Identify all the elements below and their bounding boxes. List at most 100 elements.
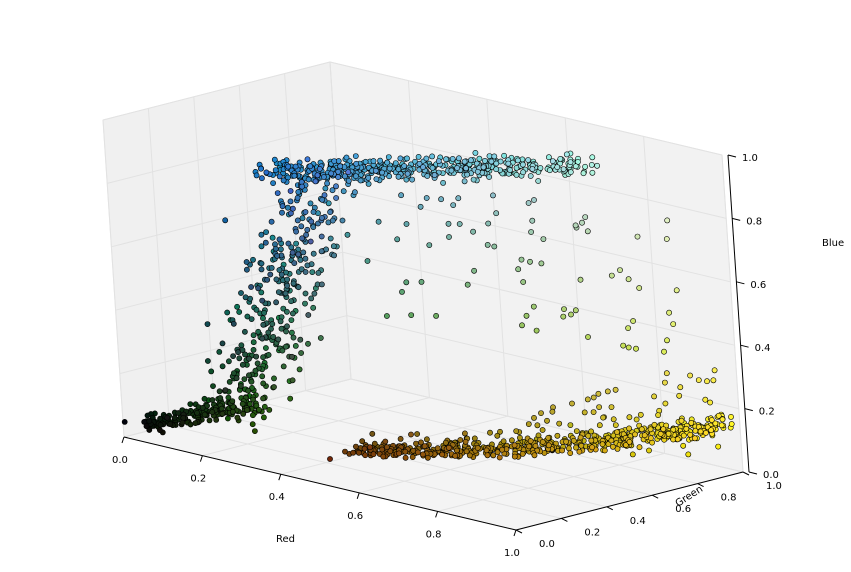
scatter-point bbox=[544, 417, 550, 424]
scatter-point bbox=[312, 178, 319, 185]
scatter-point bbox=[604, 388, 611, 395]
scatter-point bbox=[527, 438, 534, 444]
scatter-point bbox=[454, 165, 460, 171]
scatter-point bbox=[596, 422, 603, 429]
x-tick bbox=[435, 511, 439, 518]
scatter-point bbox=[525, 421, 532, 427]
left-grid-y bbox=[102, 119, 125, 438]
scatter-point bbox=[320, 174, 327, 180]
scatter-point bbox=[280, 177, 287, 184]
scatter-point bbox=[395, 166, 402, 173]
axis-lines bbox=[123, 154, 750, 531]
scatter-point bbox=[572, 163, 579, 170]
scatter-point bbox=[403, 279, 410, 286]
scatter-point bbox=[462, 438, 469, 445]
scatter-point bbox=[664, 337, 670, 344]
scatter-point bbox=[608, 437, 615, 444]
scatter-point bbox=[513, 428, 520, 434]
scatter-point bbox=[471, 435, 478, 442]
scatter-point bbox=[273, 276, 280, 283]
scatter-point bbox=[633, 416, 640, 423]
scatter-point bbox=[641, 432, 648, 439]
scatter-point bbox=[245, 387, 252, 394]
scatter-point bbox=[274, 252, 280, 259]
scatter-point bbox=[384, 159, 391, 166]
scatter-point bbox=[339, 217, 346, 224]
scatter-point bbox=[529, 166, 536, 172]
scatter-point bbox=[557, 155, 564, 162]
scatter-point bbox=[324, 180, 330, 187]
scatter-point bbox=[261, 403, 268, 410]
scatter-point bbox=[588, 437, 595, 444]
scatter-point bbox=[199, 404, 206, 411]
scatter-point bbox=[246, 355, 252, 362]
scatter-point bbox=[260, 354, 266, 361]
scatter-point bbox=[201, 395, 208, 402]
scatter-point bbox=[507, 167, 513, 173]
scatter-point bbox=[674, 436, 681, 443]
scatter-point bbox=[610, 443, 616, 450]
scatter-point bbox=[234, 414, 241, 421]
scatter-point bbox=[525, 157, 531, 163]
scatter-point bbox=[302, 255, 309, 262]
scatter-point bbox=[290, 334, 297, 341]
scatter-point bbox=[439, 451, 446, 458]
scatter-point bbox=[599, 441, 606, 448]
scatter-point bbox=[250, 346, 257, 353]
scatter-point bbox=[633, 345, 639, 352]
scatter-point bbox=[258, 266, 265, 273]
scatter-point bbox=[584, 228, 591, 235]
scatter-point bbox=[568, 311, 574, 318]
scatter-point bbox=[556, 420, 563, 427]
scatter-point bbox=[272, 167, 279, 173]
scatter-point bbox=[402, 454, 409, 461]
back-grid-z bbox=[342, 251, 735, 346]
scatter-point bbox=[480, 164, 487, 171]
scatter-point bbox=[712, 420, 719, 427]
scatter-point bbox=[595, 390, 602, 397]
scatter-point bbox=[287, 188, 294, 194]
scatter-point bbox=[179, 419, 186, 426]
scatter-point bbox=[268, 218, 275, 225]
scatter-point bbox=[305, 176, 312, 183]
scatter-point bbox=[362, 452, 369, 459]
scatter-point bbox=[423, 436, 430, 443]
scatter-point bbox=[304, 262, 311, 269]
scatter-point bbox=[284, 323, 290, 330]
scatter-point bbox=[491, 243, 498, 250]
scatter-point bbox=[431, 172, 438, 178]
scatter-point bbox=[657, 430, 664, 437]
scatter-point bbox=[433, 312, 439, 319]
scatter-point bbox=[520, 279, 527, 285]
scatter-point bbox=[298, 266, 305, 272]
scatter-point bbox=[470, 176, 477, 183]
scatter-point bbox=[728, 421, 735, 427]
scatter-point bbox=[293, 228, 299, 235]
scatter-point bbox=[372, 167, 379, 174]
back-grid-z bbox=[338, 188, 731, 283]
scatter-point bbox=[409, 176, 415, 183]
scatter-point bbox=[315, 269, 322, 276]
scatter-point bbox=[545, 434, 552, 441]
scatter-point bbox=[310, 224, 317, 230]
scatter-point bbox=[303, 231, 309, 238]
scatter-point bbox=[453, 447, 460, 454]
scatter-point bbox=[531, 452, 538, 459]
scatter-point bbox=[500, 438, 507, 445]
scatter-point bbox=[302, 269, 309, 275]
y-tick-label: 1.0 bbox=[766, 481, 782, 492]
z-tick bbox=[727, 154, 737, 158]
scatter-point bbox=[401, 163, 408, 169]
scatter-point bbox=[413, 440, 419, 447]
scatter-point bbox=[442, 439, 449, 446]
scatter-point bbox=[209, 397, 216, 403]
y-tick-label: 0.2 bbox=[584, 527, 600, 538]
scatter-point bbox=[392, 160, 399, 166]
scatter-point bbox=[488, 158, 495, 165]
scatter-point bbox=[440, 179, 446, 186]
scatter-point bbox=[415, 153, 422, 160]
scatter-point bbox=[379, 169, 385, 176]
scatter-point bbox=[386, 165, 393, 172]
scatter-point bbox=[563, 151, 570, 158]
scatter-point bbox=[310, 250, 317, 257]
